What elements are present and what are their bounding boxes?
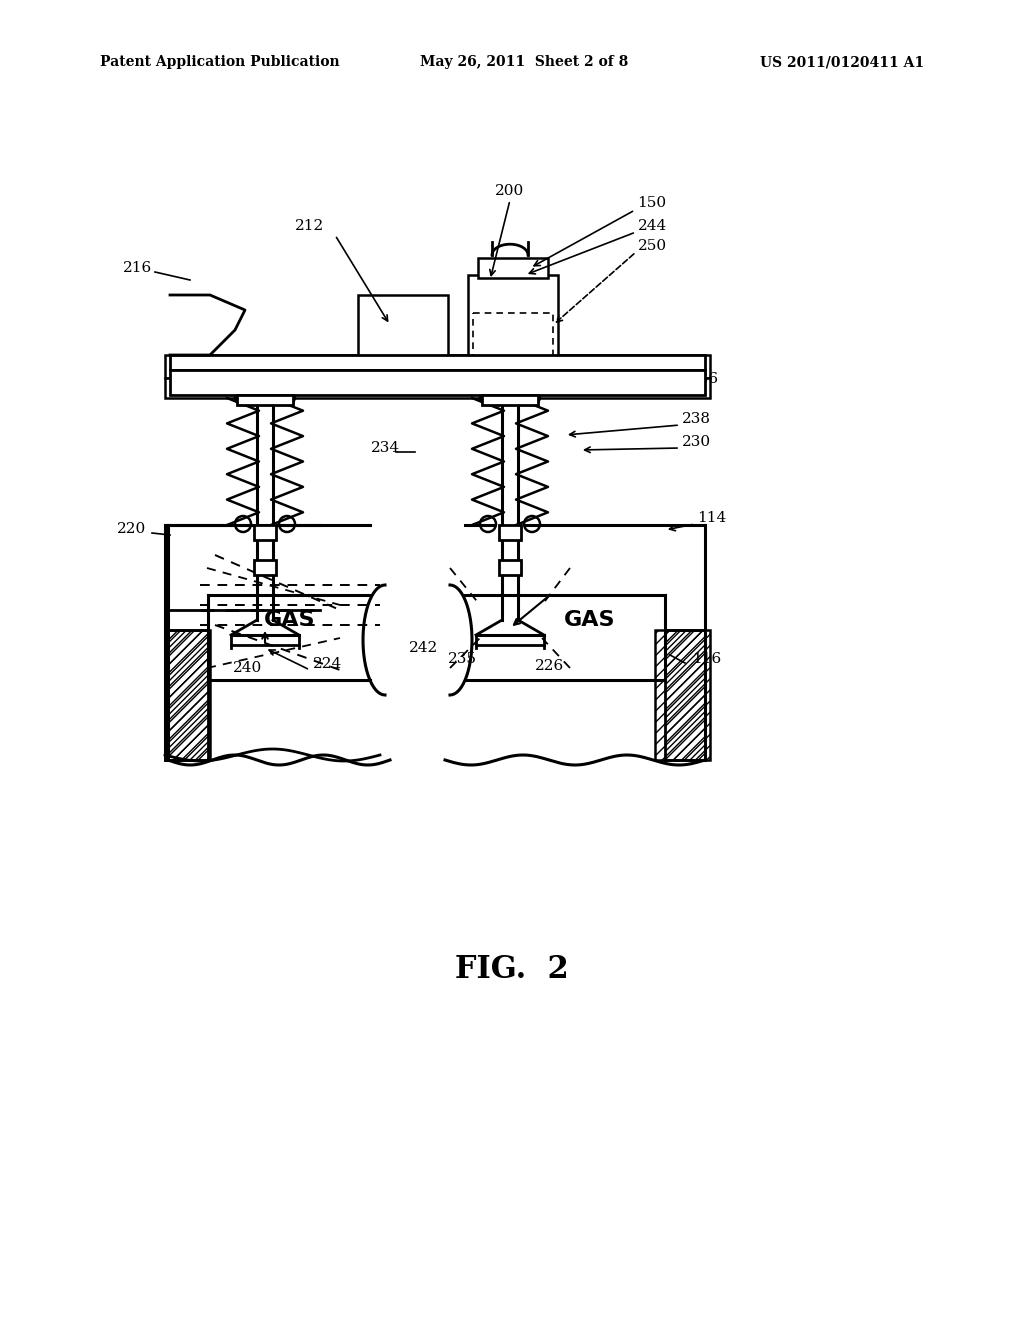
Text: 220: 220 [118,521,146,536]
Text: 150: 150 [637,195,667,210]
Bar [468,275,558,358]
Bar [254,560,276,576]
Bar [665,630,705,760]
Text: GAS: GAS [564,610,615,630]
Text: 116: 116 [692,652,721,667]
Text: 226: 226 [536,659,564,673]
Text: 240: 240 [233,661,262,675]
Text: US 2011/0120411 A1: US 2011/0120411 A1 [760,55,924,69]
Text: 234: 234 [371,441,399,455]
Text: 216: 216 [123,261,153,275]
Text: 242: 242 [410,642,438,655]
Bar [165,378,710,399]
Bar [499,525,521,540]
Text: Patent Application Publication: Patent Application Publication [100,55,340,69]
Bar [165,630,210,760]
Text: 250: 250 [638,239,667,253]
Bar [168,630,208,760]
Text: May 26, 2011  Sheet 2 of 8: May 26, 2011 Sheet 2 of 8 [420,55,629,69]
Bar [655,630,710,760]
Text: 230: 230 [682,436,711,449]
Text: 236: 236 [690,372,719,385]
Text: 114: 114 [697,511,726,525]
Bar [170,370,705,395]
Text: FIG.  2: FIG. 2 [455,954,569,986]
Bar [170,355,705,370]
Bar [482,395,538,405]
Text: 235: 235 [447,652,476,667]
Bar [478,257,548,279]
Text: 244: 244 [638,219,668,234]
Text: GAS: GAS [264,610,315,630]
Bar [499,560,521,576]
Text: 212: 212 [295,219,325,234]
Text: 238: 238 [682,412,711,426]
Bar [165,355,710,378]
Bar [254,525,276,540]
Text: 237: 237 [406,356,434,371]
Bar [358,294,449,358]
Text: 224: 224 [313,657,342,671]
Bar [237,395,293,405]
Text: 200: 200 [496,183,524,198]
